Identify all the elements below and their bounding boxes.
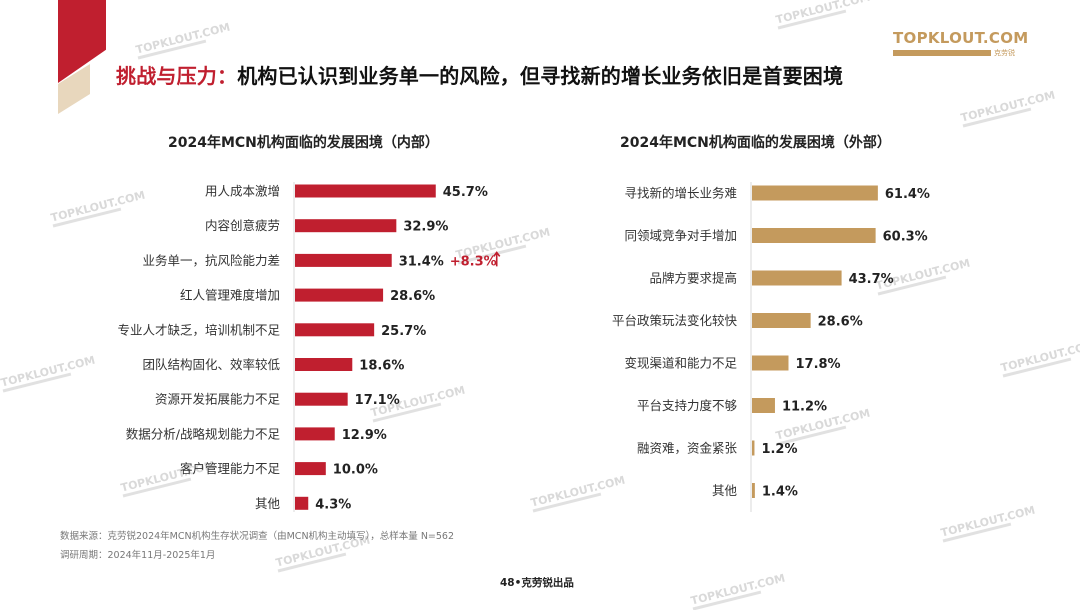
external-category-label: 同领域竞争对手增加 xyxy=(624,228,737,243)
internal-category-label: 红人管理难度增加 xyxy=(180,288,280,303)
external-category-label: 寻找新的增长业务难 xyxy=(624,186,737,201)
survey-period-note: 调研周期：2024年11月-2025年1月 xyxy=(60,550,216,561)
external-bar xyxy=(752,185,878,201)
internal-value-label: 45.7% xyxy=(443,185,488,200)
internal-bar xyxy=(295,288,384,302)
data-source-note: 数据来源：克劳锐2024年MCN机构生存状况调查（由MCN机构主动填写），总样本… xyxy=(60,531,455,542)
logo-tagline-bar xyxy=(893,50,991,56)
chart-title-internal: 2024年MCN机构面临的发展困境（内部） xyxy=(168,135,439,151)
internal-category-label: 团队结构固化、效率较低 xyxy=(142,357,280,372)
page-title: 挑战与压力：机构已认识到业务单一的风险，但寻找新的增长业务依旧是首要困境 xyxy=(116,60,843,89)
external-bar xyxy=(752,228,876,243)
external-value-label: 1.2% xyxy=(761,442,797,457)
external-category-label: 平台支持力度不够 xyxy=(637,398,738,413)
internal-value-label: 18.6% xyxy=(359,359,404,374)
external-value-label: 60.3% xyxy=(883,230,928,245)
internal-value-label: 28.6% xyxy=(390,289,435,304)
internal-bar xyxy=(295,392,348,406)
external-bar xyxy=(752,313,811,328)
internal-category-label: 内容创意疲劳 xyxy=(205,218,280,233)
external-value-label: 1.4% xyxy=(762,485,798,500)
logo-text: TOPKLOUT.COM xyxy=(893,29,1029,47)
internal-bar xyxy=(295,358,353,371)
external-value-label: 17.8% xyxy=(795,357,840,372)
internal-bar xyxy=(295,184,436,198)
internal-category-label: 资源开发拓展能力不足 xyxy=(155,392,281,407)
internal-bar xyxy=(295,462,326,476)
internal-value-label: 25.7% xyxy=(381,324,426,339)
internal-category-label: 其他 xyxy=(255,496,281,511)
internal-bar xyxy=(295,219,397,233)
logo-cn-text: 克劳锐 xyxy=(994,49,1015,57)
external-category-label: 其他 xyxy=(712,483,738,498)
internal-value-label: 32.9% xyxy=(403,220,448,235)
external-category-label: 平台政策玩法变化较快 xyxy=(612,313,738,328)
internal-category-label: 业务单一，抗风险能力差 xyxy=(142,253,280,268)
internal-category-label: 数据分析/战略规划能力不足 xyxy=(126,426,281,441)
internal-bar xyxy=(295,427,335,441)
internal-bar xyxy=(295,496,309,510)
internal-value-label: 10.0% xyxy=(333,463,378,478)
external-bar xyxy=(752,440,755,456)
page-number: 48•克劳锐出品 xyxy=(500,577,574,589)
external-category-label: 融资难，资金紧张 xyxy=(637,441,738,456)
internal-value-label: 31.4% xyxy=(399,254,444,269)
internal-category-label: 客户管理能力不足 xyxy=(180,461,281,476)
page-title-highlight: 挑战与压力： xyxy=(116,64,238,88)
internal-change-annotation: +8.3% xyxy=(450,254,497,269)
external-bar xyxy=(752,355,789,371)
internal-bar xyxy=(295,253,392,267)
page-title-rest: 机构已认识到业务单一的风险，但寻找新的增长业务依旧是首要困境 xyxy=(237,64,844,88)
internal-category-label: 专业人才缺乏，培训机制不足 xyxy=(117,322,280,337)
external-bar xyxy=(752,398,775,413)
external-category-label: 变现渠道和能力不足 xyxy=(624,356,737,371)
arrow-up-icon xyxy=(493,251,501,267)
external-value-label: 43.7% xyxy=(849,272,894,287)
external-value-label: 28.6% xyxy=(818,315,863,330)
external-bar xyxy=(752,483,755,498)
external-category-label: 品牌方要求提高 xyxy=(649,271,737,286)
internal-value-label: 4.3% xyxy=(315,497,351,512)
chart-title-external: 2024年MCN机构面临的发展困境（外部） xyxy=(620,135,891,151)
external-bar xyxy=(752,270,842,286)
internal-bar xyxy=(295,323,375,337)
internal-value-label: 12.9% xyxy=(342,428,387,443)
internal-category-label: 用人成本激增 xyxy=(205,184,280,199)
internal-value-label: 17.1% xyxy=(355,393,400,408)
brand-logo: TOPKLOUT.COM 克劳锐 xyxy=(893,29,1029,58)
external-value-label: 11.2% xyxy=(782,400,827,415)
external-value-label: 61.4% xyxy=(885,187,930,202)
